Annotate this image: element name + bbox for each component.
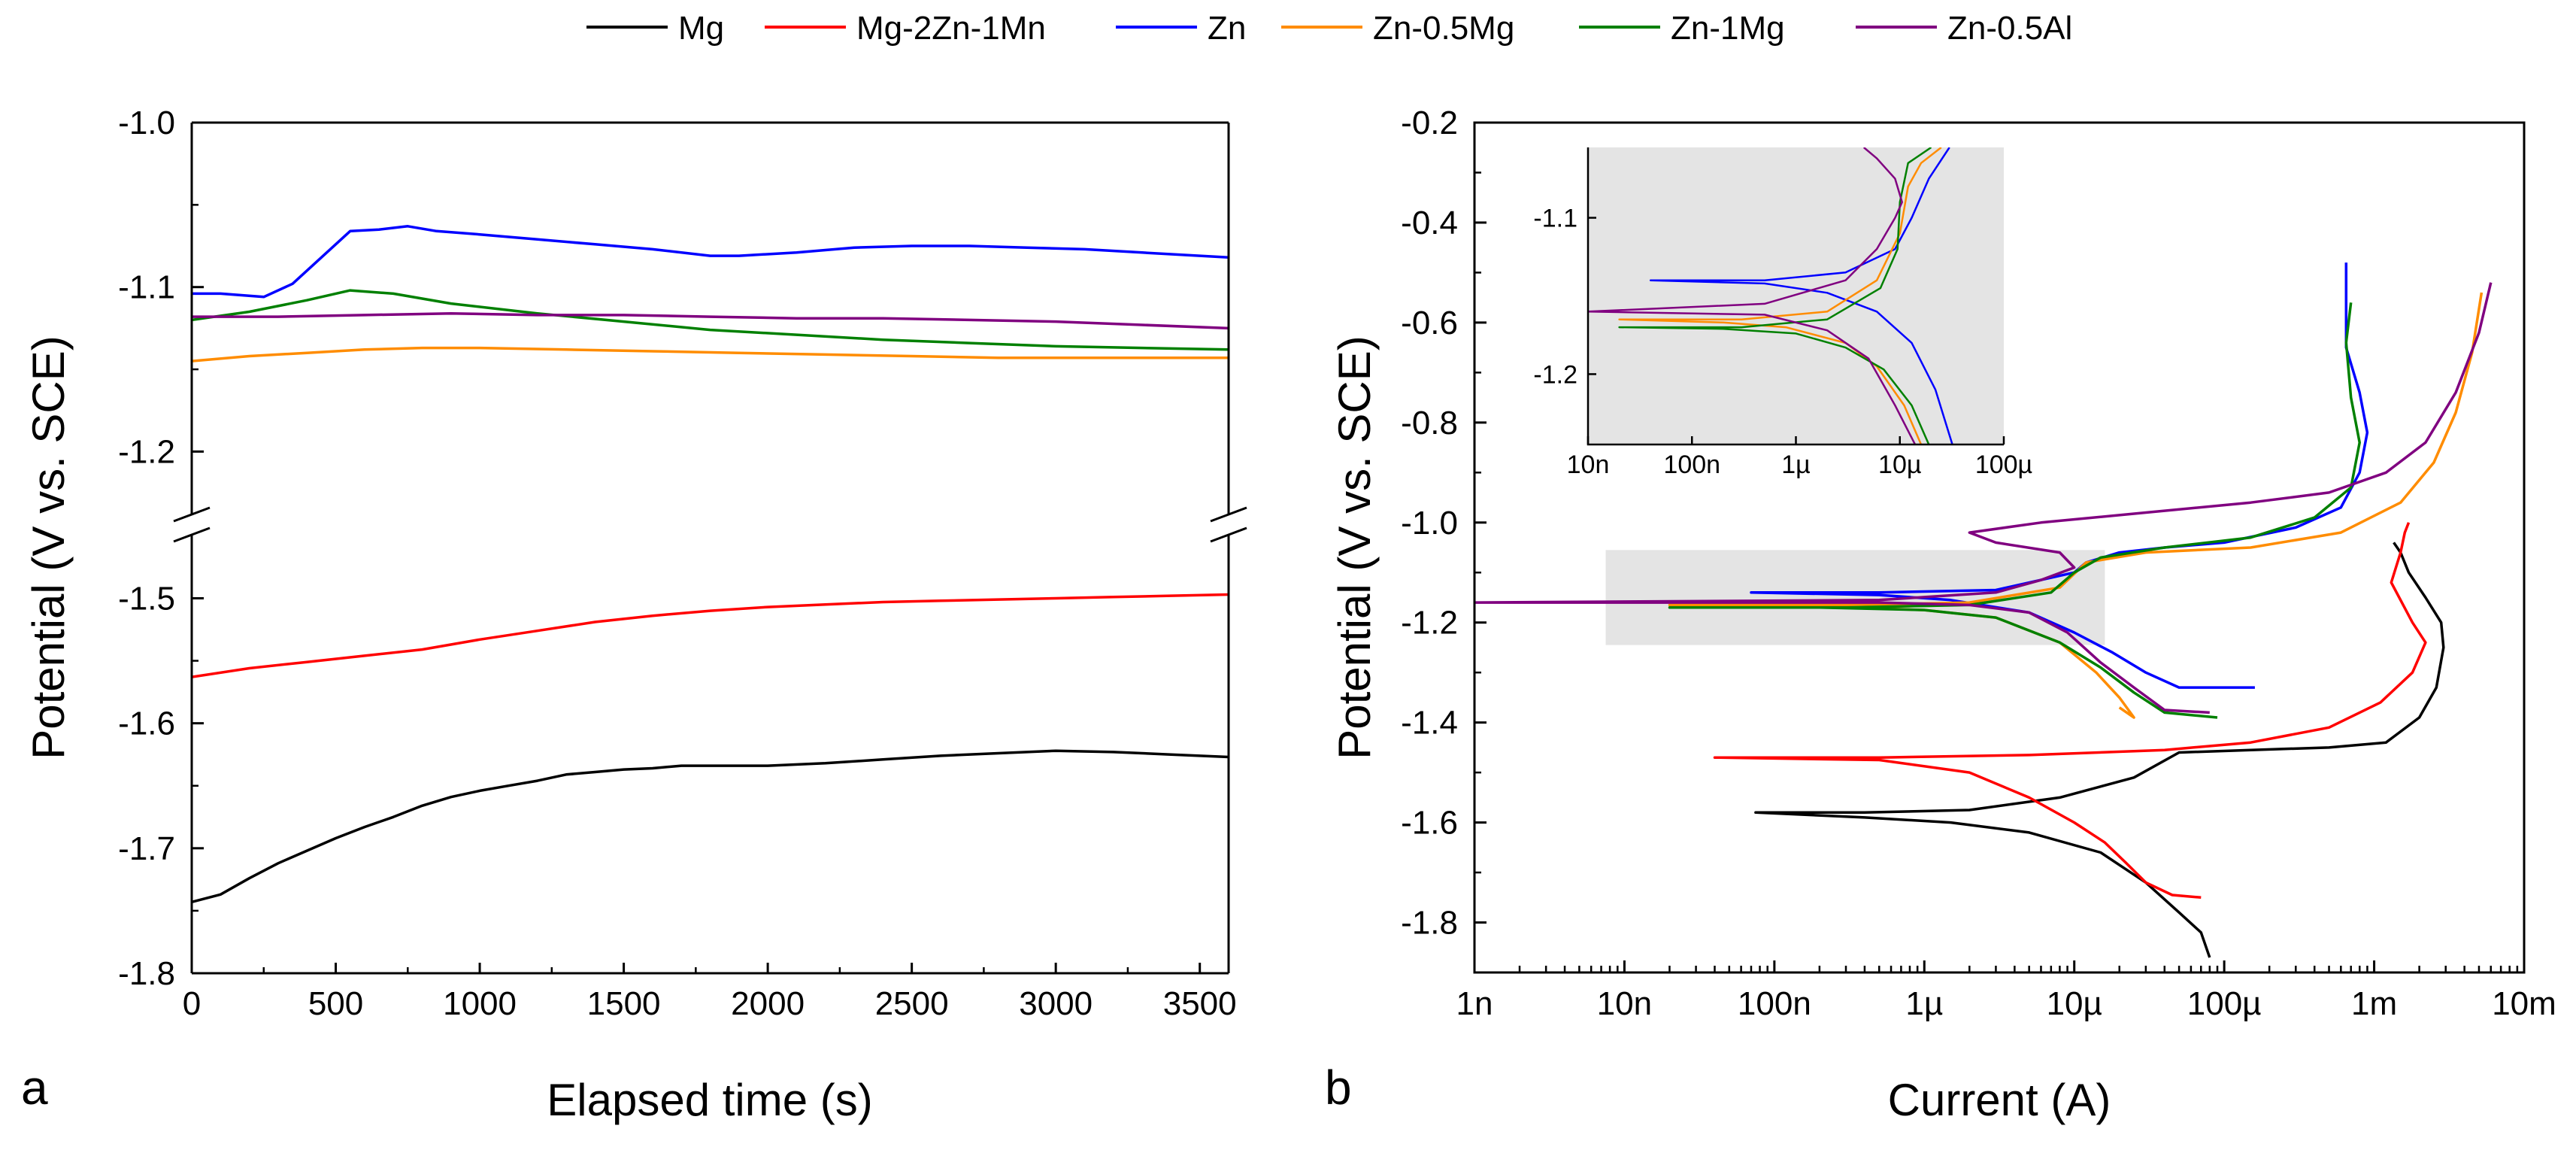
legend-label-zn-0-5al: Zn-0.5Al (1947, 10, 2072, 47)
inset-x-tick-label: 10n (1567, 451, 1610, 479)
panel-a-lower-y-tick-label: -1.5 (118, 580, 175, 617)
inset-y-tick-label: -1.2 (1533, 360, 1577, 389)
panel-a-upper-series (192, 225, 1229, 363)
panel-a-line-zn-0-5mg (192, 346, 1229, 363)
panel-b-line-zn-1mg (1668, 302, 2361, 719)
panel-a-upper-y-tick-label: -1.2 (118, 433, 175, 470)
panel-a-lower-series (192, 593, 1229, 903)
legend-item-zn-0-5al: Zn-0.5Al (1856, 10, 2072, 47)
panel-b-y-tick-label: -1.0 (1401, 505, 1458, 542)
panel-b-x-axis-title: Current (A) (1888, 1075, 2111, 1125)
panel-b-y-tick-label: -1.2 (1401, 605, 1458, 642)
panel-b-line-zn-0-5al (1474, 282, 2493, 715)
panel-a-x-axis-title: Elapsed time (s) (547, 1075, 872, 1125)
inset-x-tick-label: 100µ (1975, 451, 2032, 479)
inset-background (1588, 147, 2004, 444)
panel-b-x-tick-label: 100n (1738, 985, 1811, 1022)
legend-item-zn-1mg: Zn-1Mg (1579, 10, 1785, 47)
panel-a-line-zn-1mg (192, 289, 1229, 351)
inset-x-tick-label: 10µ (1878, 451, 1921, 479)
panel-a-lower-y-tick-label: -1.8 (118, 955, 175, 992)
panel-b-y-tick-label: -1.4 (1401, 705, 1458, 742)
legend: Mg Mg-2Zn-1Mn Zn Zn-0.5Mg Zn-1Mg Zn-0.5Al (586, 10, 2072, 47)
panel-b-x-tick-label: 1m (2351, 985, 2397, 1022)
panel-a-series (192, 225, 1229, 903)
panel-a-line-mg (192, 749, 1229, 903)
panel-b-y-tick-label: -1.8 (1401, 905, 1458, 942)
inset-y-tick-label: -1.1 (1533, 205, 1577, 233)
panel-b-x-tick-label: 1µ (1905, 985, 1943, 1022)
legend-label-mg: Mg (678, 10, 724, 47)
panel-a: 0 500 1000 1500 2000 2500 3000 3500 -1.0 -1.1 -1.2… (21, 105, 1247, 1125)
panel-b-y-tick-label: -1.6 (1401, 805, 1458, 842)
panel-a-line-zn (192, 225, 1229, 299)
panel-b-inset: 10n 100n 1µ 10µ 100µ -1.1 -1.2 (1533, 147, 2032, 479)
panel-a-axes: 0 500 1000 1500 2000 2500 3000 3500 -1.0 -1.1 -1.2… (118, 105, 1247, 1022)
panel-a-x-tick-label: 2500 (875, 985, 949, 1022)
panel-b-line-zn-0-5mg (1668, 292, 2484, 719)
panel-a-lower-y-tick-label: -1.6 (118, 705, 175, 742)
panel-a-upper-y-tick-label: -1.1 (118, 269, 175, 306)
legend-label-zn-0-5mg: Zn-0.5Mg (1373, 10, 1514, 47)
inset-x-tick-label: 1µ (1781, 451, 1811, 479)
panel-b-frame (1473, 121, 2526, 974)
panel-a-x-tick-label: 3500 (1163, 985, 1237, 1022)
panel-b-y-tick-label: -0.8 (1401, 405, 1458, 441)
panel-a-line-zn-0-5al (192, 311, 1229, 330)
panel-b-axes: 1n 10n 100n 1µ 10µ 100µ 1m 10m -0.2 -0.4 -0.6 -0.8 -… (1401, 105, 2556, 1022)
legend-label-zn-1mg: Zn-1Mg (1671, 10, 1785, 47)
panel-a-x-tick-label: 3000 (1019, 985, 1093, 1022)
panel-a-y-axis-title: Potential (V vs. SCE) (23, 335, 74, 760)
legend-label-zn: Zn (1208, 10, 1246, 47)
panel-b-x-tick-label: 1n (1456, 985, 1493, 1022)
inset-x-tick-label: 100n (1663, 451, 1720, 479)
panel-b-series-group (1474, 262, 2493, 958)
legend-item-mg: Mg (586, 10, 724, 47)
legend-item-mg-2zn-1mn: Mg-2Zn-1Mn (765, 10, 1046, 47)
panel-b-x-tick-label: 10m (2492, 985, 2556, 1022)
panel-a-x-tick-label: 1500 (587, 985, 661, 1022)
panel-b-line-mg (1754, 542, 2445, 958)
panel-b-y-tick-label: -0.4 (1401, 205, 1458, 241)
inset-line-zn-0-5al (1588, 147, 1917, 444)
panel-a-x-tick-label: 1000 (443, 985, 517, 1022)
inset-series (1588, 147, 1953, 444)
panel-b-x-tick-label: 10µ (2047, 985, 2102, 1022)
panel-b-y-tick-label: -0.2 (1401, 105, 1458, 141)
legend-label-mg-2zn-1mn: Mg-2Zn-1Mn (856, 10, 1046, 47)
inset-line-zn (1649, 147, 1953, 444)
panel-a-lower-y-tick-label: -1.7 (118, 830, 175, 867)
panel-a-upper-y-tick-label: -1.0 (118, 105, 175, 141)
panel-a-left-axis-break (173, 506, 211, 543)
panel-b-series (1474, 262, 2493, 958)
panel-a-line-mg-2zn-1mn (192, 593, 1229, 678)
panel-b-y-axis-title: Potential (V vs. SCE) (1329, 335, 1380, 760)
panel-b-y-tick-label: -0.6 (1401, 305, 1458, 341)
panel-b-line-mg-2zn-1mn (1713, 522, 2427, 900)
panel-a-label: a (21, 1060, 48, 1115)
panel-a-x-tick-label: 0 (183, 985, 201, 1022)
panel-a-x-tick-label: 500 (308, 985, 363, 1022)
panel-a-right-axis-break (1210, 506, 1247, 543)
panel-b-label: b (1325, 1060, 1352, 1115)
panel-b-x-tick-label: 10n (1597, 985, 1652, 1022)
panel-b-x-tick-label: 100µ (2187, 985, 2262, 1022)
legend-item-zn: Zn (1116, 10, 1246, 47)
panel-a-x-tick-label: 2000 (731, 985, 805, 1022)
legend-item-zn-0-5mg: Zn-0.5Mg (1281, 10, 1514, 47)
panel-b: 1n 10n 100n 1µ 10µ 100µ 1m 10m -0.2 -0.4 -0.6 -0.8 -… (1325, 105, 2556, 1125)
